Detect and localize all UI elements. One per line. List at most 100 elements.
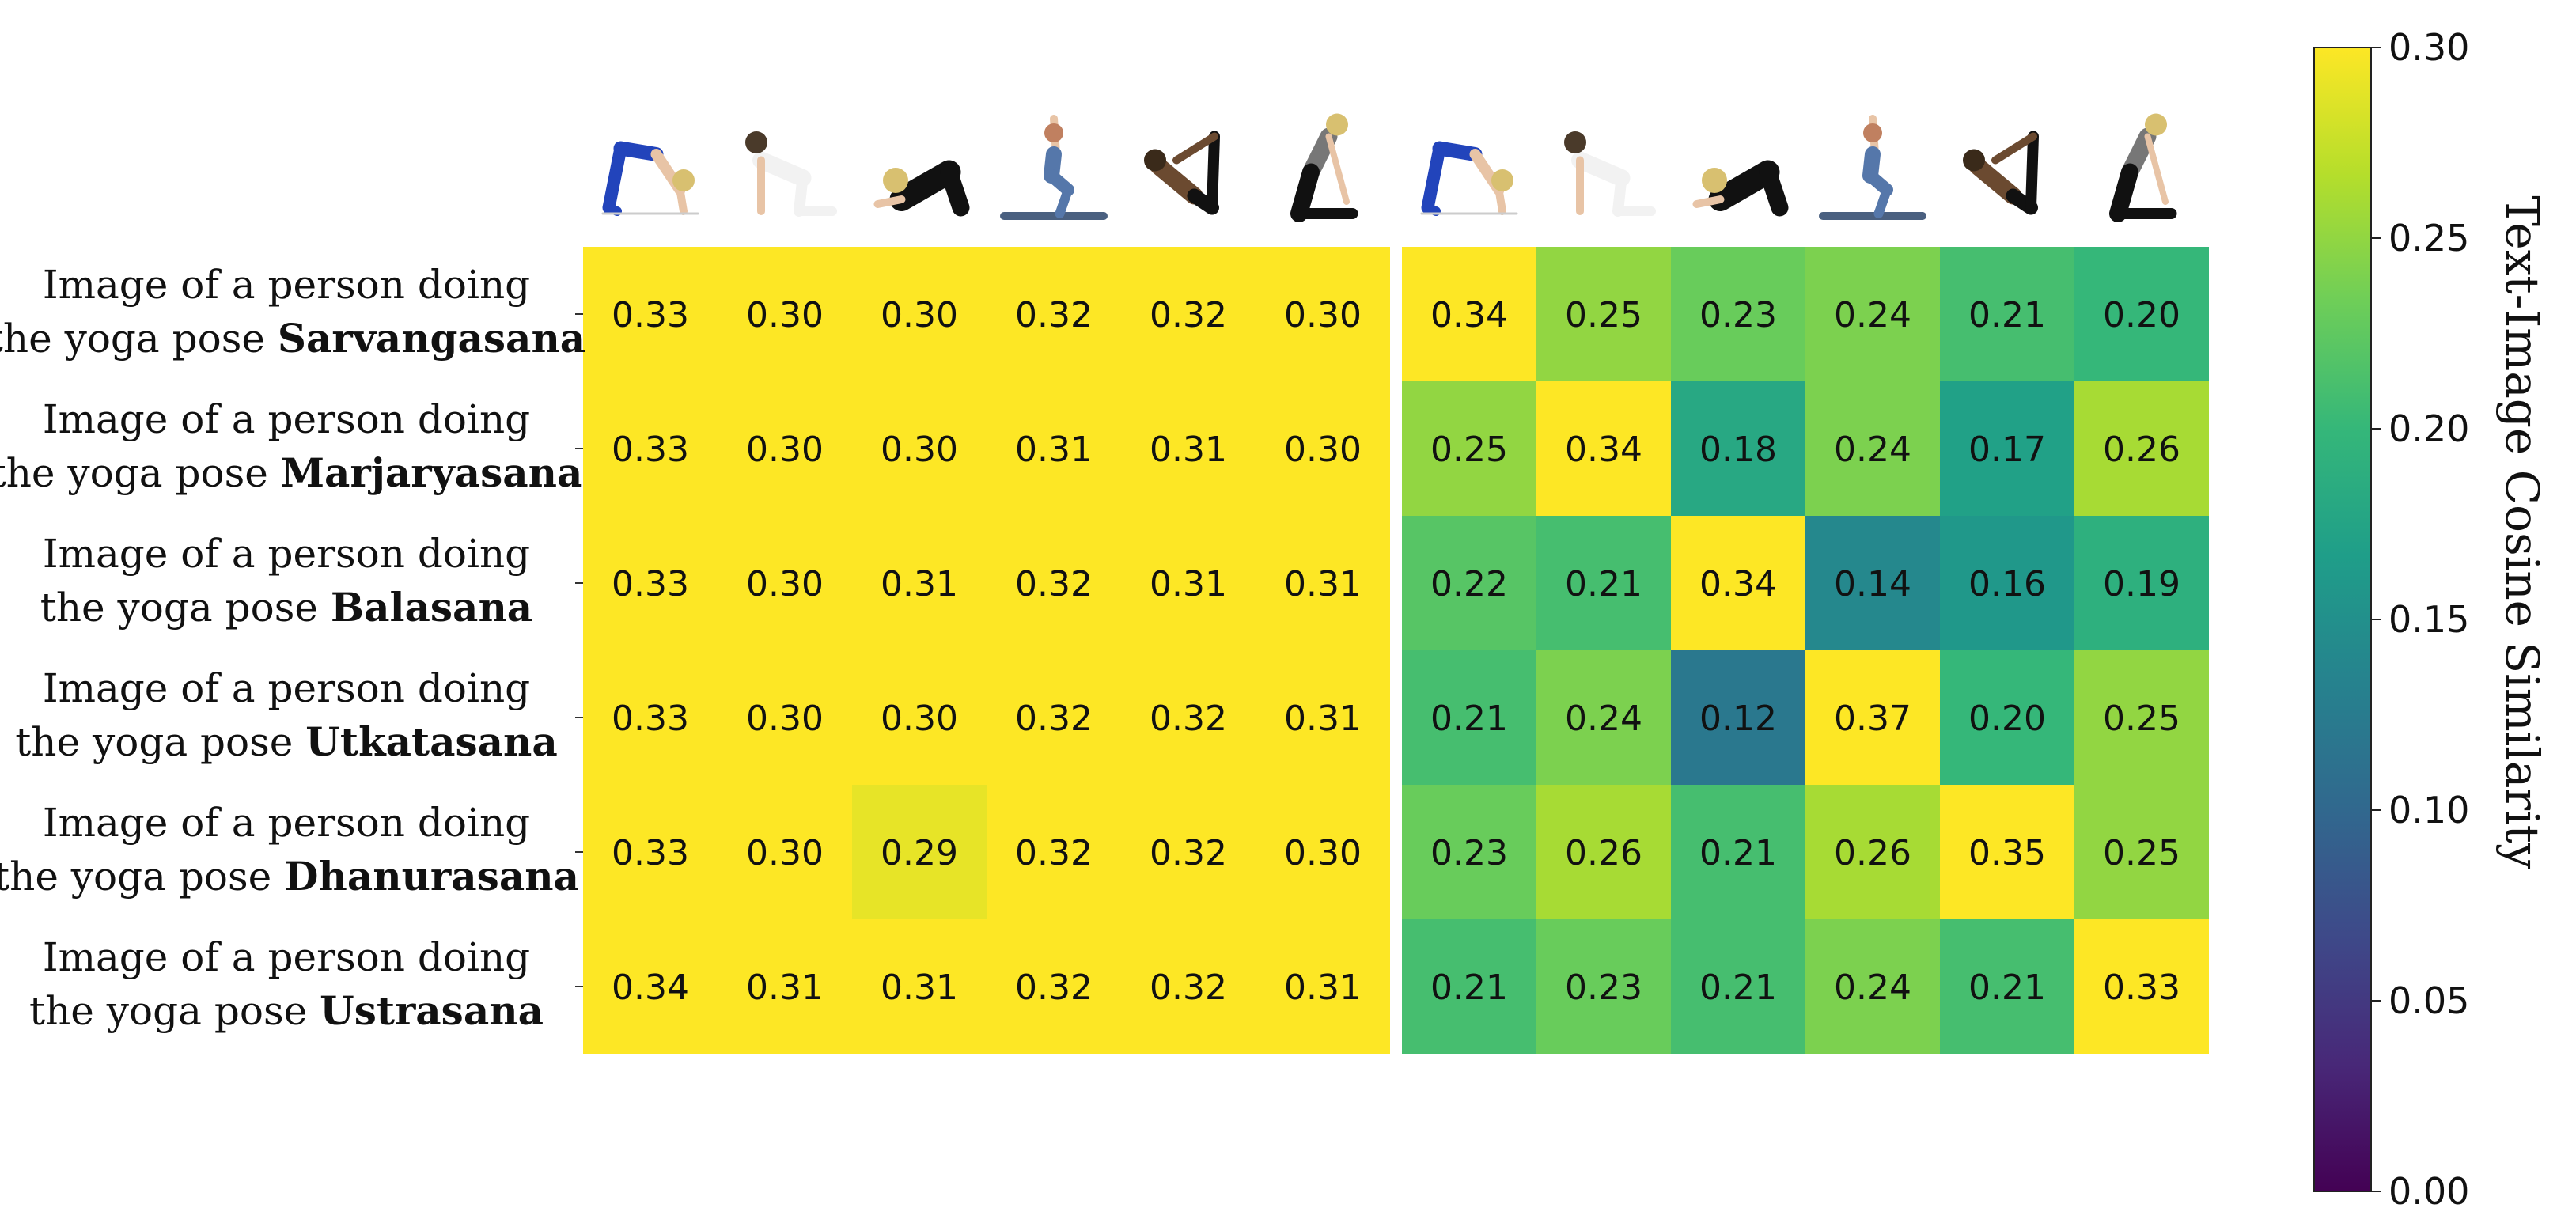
colorbar-tick-label: 0.10 — [2388, 789, 2469, 831]
heatmap-cell — [852, 247, 987, 381]
cell-value-label: 0.24 — [1834, 968, 1911, 1008]
row-label-pose-name: Dhanurasana — [284, 853, 579, 899]
cell-value-label: 0.32 — [1150, 968, 1227, 1008]
heatmap-cells: 0.33 0.30 0.30 0.32 0.32 0.30 0.33 0.30 0.30 0.31… — [583, 247, 2209, 1054]
row-label-pose-name: Ustrasana — [320, 987, 544, 1034]
yoga-pose-photo-utkatasana-icon — [1809, 103, 1937, 229]
cell-value-label: 0.16 — [1968, 564, 2046, 604]
cell-value-label: 0.32 — [1150, 699, 1227, 739]
heatmap-cell — [1402, 247, 1536, 381]
cell-value-label: 0.33 — [612, 699, 689, 739]
heatmap-cell — [1402, 650, 1536, 785]
heatmap-cell — [2074, 247, 2209, 381]
cell-value-label: 0.35 — [1968, 833, 2046, 873]
cell-value-label: 0.21 — [1968, 295, 2046, 335]
heatmap-cell — [1671, 650, 1805, 785]
heatmap-cell — [987, 785, 1121, 919]
heatmap-cell — [2074, 516, 2209, 650]
heatmap-cell — [852, 381, 987, 516]
cell-value-label: 0.33 — [612, 295, 689, 335]
heatmap-cell — [583, 919, 718, 1054]
row-label-pose-name: Utkatasana — [305, 718, 558, 765]
heatmap-cell — [718, 516, 852, 650]
yoga-pose-photo-balasana-icon — [1674, 103, 1802, 229]
cell-value-label: 0.25 — [2103, 833, 2180, 873]
heatmap-cell — [1256, 247, 1390, 381]
heatmap-cell — [1536, 650, 1671, 785]
cell-value-label: 0.24 — [1834, 295, 1911, 335]
colorbar: 0.00 0.05 0.10 0.15 0.20 0.25 0.30 Text-Image C… — [2313, 26, 2549, 1213]
cell-value-label: 0.23 — [1699, 295, 1777, 335]
yoga-pose-photo-balasana-icon — [855, 103, 983, 229]
cell-value-label: 0.25 — [1430, 430, 1508, 470]
cell-value-label: 0.34 — [1430, 295, 1508, 335]
heatmap-cell — [852, 650, 987, 785]
cell-value-label: 0.31 — [1150, 564, 1227, 604]
colorbar-tick-label: 0.30 — [2388, 26, 2469, 69]
cell-value-label: 0.26 — [1834, 833, 1911, 873]
heatmap-cell — [1121, 381, 1256, 516]
cell-value-label: 0.33 — [612, 564, 689, 604]
heatmap-cell — [1805, 919, 1940, 1054]
heatmap-cell — [1536, 516, 1671, 650]
cell-value-label: 0.20 — [2103, 295, 2180, 335]
row-label-pose-name: Sarvangasana — [278, 315, 585, 362]
heatmap-cell — [1256, 785, 1390, 919]
row-label-line1: Image of a person doing — [43, 262, 530, 308]
heatmap-cell — [1940, 516, 2074, 650]
heatmap-cell — [1671, 785, 1805, 919]
yoga-pose-photo-sarvangasana-icon — [1405, 103, 1533, 229]
heatmap-cell — [718, 650, 852, 785]
cell-value-label: 0.25 — [1565, 295, 1642, 335]
row-label-line1: Image of a person doing — [43, 934, 530, 980]
row-label-line1: Image of a person doing — [43, 531, 530, 577]
yoga-pose-photo-marjaryasana-icon — [721, 103, 849, 229]
cell-value-label: 0.30 — [881, 699, 958, 739]
cell-value-label: 0.33 — [612, 430, 689, 470]
yoga-pose-photo-utkatasana-icon — [990, 103, 1118, 229]
row-label-line1: Image of a person doing — [43, 665, 530, 711]
cell-value-label: 0.30 — [881, 295, 958, 335]
cell-value-label: 0.21 — [1430, 968, 1508, 1008]
heatmap-cell — [583, 785, 718, 919]
cell-value-label: 0.31 — [1015, 430, 1093, 470]
cell-value-label: 0.30 — [746, 564, 824, 604]
cell-value-label: 0.19 — [2103, 564, 2180, 604]
colorbar-tick-label: 0.05 — [2388, 979, 2469, 1022]
cell-value-label: 0.26 — [2103, 430, 2180, 470]
colorbar-tick-label: 0.15 — [2388, 598, 2469, 641]
heatmap-cell — [987, 381, 1121, 516]
cell-value-label: 0.34 — [1565, 430, 1642, 470]
cell-value-label: 0.23 — [1430, 833, 1508, 873]
heatmap-cell — [1536, 785, 1671, 919]
heatmap-cell — [1121, 785, 1256, 919]
cell-value-label: 0.31 — [746, 968, 824, 1008]
cell-value-label: 0.30 — [746, 295, 824, 335]
cell-value-label: 0.31 — [1284, 564, 1362, 604]
yoga-pose-photo-dhanurasana-icon — [1943, 103, 2071, 229]
row-label-line2: the yoga pose Marjaryasana — [0, 449, 582, 496]
row-labels: Image of a person doing the yoga pose Sar… — [0, 262, 585, 1034]
heatmap-cell — [1940, 247, 2074, 381]
heatmap-cell — [718, 247, 852, 381]
heatmap-cell — [1940, 919, 2074, 1054]
cell-value-label: 0.32 — [1015, 564, 1093, 604]
cell-value-label: 0.21 — [1430, 699, 1508, 739]
cell-value-label: 0.22 — [1430, 564, 1508, 604]
heatmap-cell — [1402, 785, 1536, 919]
cell-value-label: 0.34 — [612, 968, 689, 1008]
colorbar-tick-label: 0.20 — [2388, 407, 2469, 450]
heatmap-cell — [1805, 785, 1940, 919]
heatmap-cell — [1940, 381, 2074, 516]
heatmap-cell — [583, 247, 718, 381]
heatmap-cell — [2074, 919, 2209, 1054]
cell-value-label: 0.21 — [1565, 564, 1642, 604]
cell-value-label: 0.31 — [1284, 968, 1362, 1008]
cell-value-label: 0.33 — [612, 833, 689, 873]
heatmap-cell — [718, 785, 852, 919]
heatmap-cell — [1402, 516, 1536, 650]
row-label-line2: the yoga pose Ustrasana — [29, 987, 544, 1034]
cell-value-label: 0.32 — [1150, 833, 1227, 873]
heatmap-cell — [1402, 381, 1536, 516]
heatmap-cell — [583, 381, 718, 516]
